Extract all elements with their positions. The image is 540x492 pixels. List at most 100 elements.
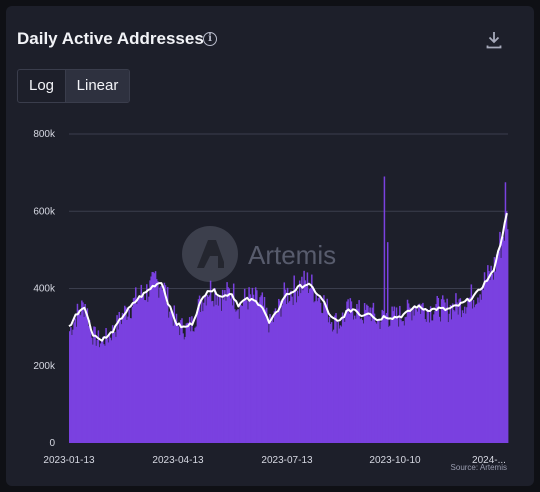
bar <box>404 317 407 443</box>
bar <box>490 265 492 443</box>
bar <box>160 285 162 443</box>
bar <box>406 299 409 443</box>
bar <box>424 319 426 443</box>
bar <box>146 284 148 443</box>
bar <box>158 297 160 443</box>
bar <box>323 295 325 443</box>
bar <box>226 282 228 443</box>
bar <box>491 273 493 443</box>
chart-title: Daily Active Addresses <box>17 29 204 48</box>
bar <box>149 280 151 443</box>
bar <box>414 305 416 443</box>
bar <box>315 292 317 443</box>
bar <box>208 295 211 443</box>
bar <box>138 296 140 443</box>
bar <box>358 300 360 443</box>
bar <box>196 310 199 443</box>
bar <box>377 319 379 443</box>
bar <box>318 296 321 443</box>
bar <box>454 311 456 443</box>
bar <box>380 321 382 443</box>
bar <box>96 339 99 443</box>
bar <box>125 307 127 443</box>
bar <box>386 242 389 443</box>
log-scale-button[interactable]: Log <box>18 70 66 102</box>
bar <box>229 298 232 443</box>
bar <box>461 310 464 443</box>
bar <box>449 304 452 443</box>
bar <box>378 318 380 443</box>
y-tick-label: 400k <box>33 284 56 295</box>
bar <box>104 345 106 443</box>
bar <box>275 313 278 443</box>
bar <box>173 305 176 443</box>
bar <box>216 296 218 443</box>
bar <box>197 299 200 443</box>
bar <box>314 301 316 443</box>
bar <box>271 317 273 443</box>
bar <box>86 308 89 443</box>
bar <box>264 309 267 443</box>
bar <box>252 294 255 443</box>
bar <box>241 306 244 443</box>
bar <box>504 182 507 443</box>
bar <box>298 280 301 443</box>
bar <box>144 300 147 443</box>
bar <box>235 311 237 443</box>
bar <box>245 298 247 443</box>
bar <box>447 322 449 443</box>
bar <box>82 302 84 443</box>
bar <box>97 330 100 443</box>
bar <box>117 329 119 443</box>
bar <box>439 321 442 443</box>
bar <box>184 336 187 443</box>
bar <box>261 292 264 443</box>
bar <box>476 303 478 443</box>
bar <box>168 317 170 443</box>
bar <box>141 295 144 443</box>
bar <box>210 301 213 443</box>
bar <box>220 310 223 443</box>
bar <box>313 302 315 443</box>
bar <box>506 229 509 443</box>
bar <box>335 313 337 443</box>
bar <box>206 294 209 443</box>
bar <box>195 326 198 443</box>
info-icon[interactable]: i <box>203 32 217 46</box>
bar <box>73 322 75 443</box>
bar <box>364 309 367 443</box>
bar-series <box>69 176 509 444</box>
bar <box>164 285 167 443</box>
bar <box>361 320 364 443</box>
download-icon[interactable] <box>486 31 502 49</box>
bar <box>256 290 258 443</box>
bar <box>124 305 126 443</box>
bar <box>357 308 359 443</box>
bar <box>279 300 281 443</box>
bar <box>177 326 180 443</box>
bar <box>77 309 80 443</box>
bar <box>111 325 114 443</box>
bar <box>468 297 470 443</box>
bar <box>119 320 122 443</box>
bar <box>212 300 214 443</box>
bar <box>191 316 193 443</box>
bar <box>422 302 424 443</box>
bar <box>294 288 297 443</box>
bar <box>285 304 288 443</box>
bar <box>428 322 431 443</box>
y-tick-label: 800k <box>33 129 56 140</box>
bar <box>308 289 311 443</box>
bar <box>263 296 266 443</box>
bar <box>413 315 415 443</box>
linear-scale-button[interactable]: Linear <box>66 70 129 102</box>
bar <box>303 270 305 443</box>
bar <box>397 326 400 443</box>
bar <box>382 311 385 443</box>
moving-average-line <box>68 212 508 342</box>
bar <box>106 338 108 443</box>
bar <box>459 298 462 443</box>
bar <box>204 294 206 443</box>
bar <box>452 309 455 443</box>
bar <box>465 313 467 443</box>
